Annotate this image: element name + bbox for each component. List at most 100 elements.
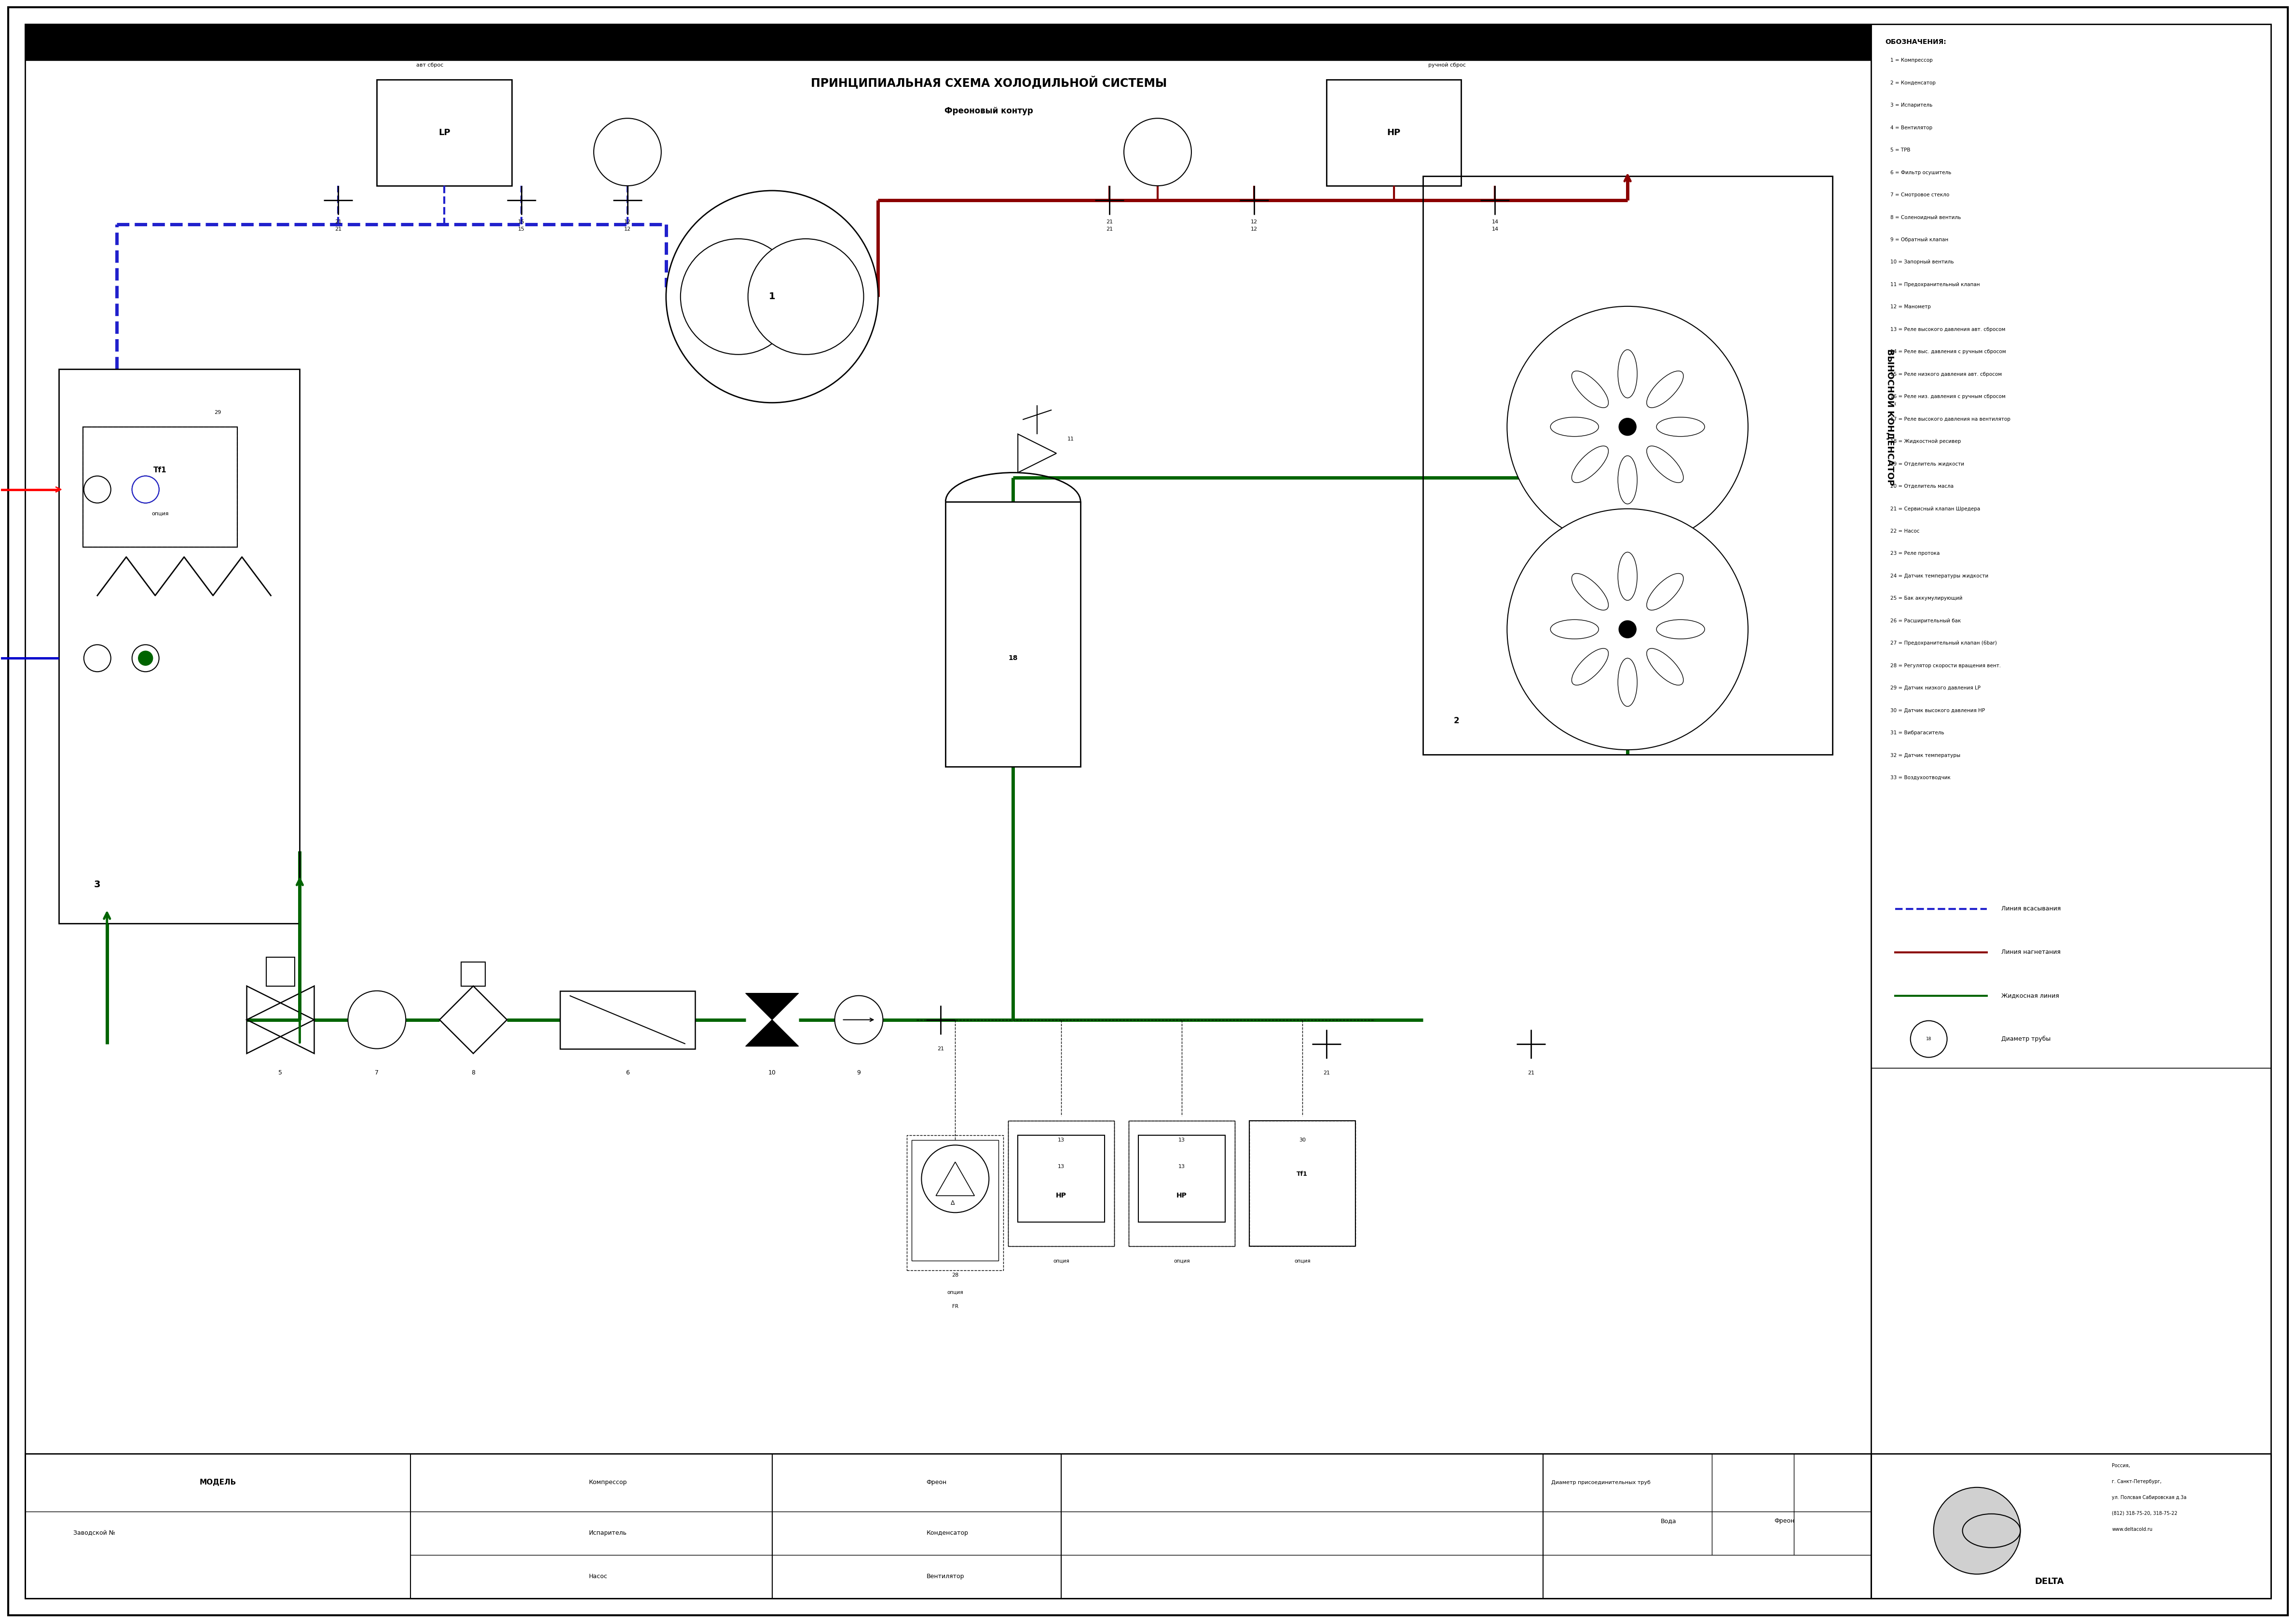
Polygon shape [746, 993, 799, 1019]
Text: опция: опция [948, 1290, 964, 1295]
Text: 21: 21 [335, 227, 342, 232]
Text: Жидкосная линия: Жидкосная линия [2002, 993, 2060, 998]
Text: 13: 13 [1178, 1164, 1185, 1169]
Text: Насос: Насос [590, 1573, 608, 1579]
Text: 14 = Реле выс. давления с ручным сбросом: 14 = Реле выс. давления с ручным сбросом [1890, 349, 2007, 354]
Circle shape [921, 1146, 990, 1212]
Text: Диаметр присоединительных труб: Диаметр присоединительных труб [1552, 1480, 1651, 1485]
Text: 21 = Сервисный клапан Шредера: 21 = Сервисный клапан Шредера [1890, 506, 1979, 511]
Circle shape [349, 990, 406, 1048]
Bar [1008, 1121, 1114, 1246]
Circle shape [85, 644, 110, 672]
Text: 21: 21 [1322, 1070, 1329, 1074]
Bar [907, 1136, 1003, 1271]
Text: 9: 9 [856, 1070, 861, 1076]
Text: FR: FR [953, 1305, 957, 1310]
Text: Компрессор: Компрессор [590, 1480, 627, 1485]
Text: Фреон: Фреон [1775, 1518, 1795, 1524]
Text: 28 = Регулятор скорости вращения вент.: 28 = Регулятор скорости вращения вент. [1890, 664, 2000, 669]
Text: 20 = Отделитель масла: 20 = Отделитель масла [1890, 484, 1954, 489]
Text: HP: HP [1387, 128, 1401, 136]
Bar [946, 502, 1081, 766]
Text: 21: 21 [335, 219, 342, 224]
Text: Δ: Δ [951, 1199, 955, 1206]
Bar [266, 958, 294, 987]
Text: 30 = Датчик высокого давления HP: 30 = Датчик высокого давления HP [1890, 708, 1984, 712]
Text: 13 = Реле высокого давления авт. сбросом: 13 = Реле высокого давления авт. сбросом [1890, 326, 2004, 331]
Text: 10: 10 [769, 1070, 776, 1076]
Text: опция: опция [1295, 1258, 1311, 1263]
Text: 18: 18 [1926, 1037, 1931, 1042]
Circle shape [1125, 118, 1192, 185]
Text: 2 = Конденсатор: 2 = Конденсатор [1890, 81, 1936, 86]
Text: Заводской №: Заводской № [73, 1530, 115, 1537]
Circle shape [666, 190, 877, 403]
Text: 10 = Запорный вентиль: 10 = Запорный вентиль [1890, 260, 1954, 265]
Circle shape [836, 995, 884, 1044]
Text: 12: 12 [1251, 227, 1258, 232]
Text: 14: 14 [1492, 219, 1499, 224]
Text: опция: опция [1173, 1258, 1189, 1263]
Text: Испаритель: Испаритель [590, 1530, 627, 1537]
Text: 29 = Датчик низкого давления LP: 29 = Датчик низкого давления LP [1890, 685, 1981, 690]
Text: Линия всасывания: Линия всасывания [2002, 906, 2060, 912]
Bar [1130, 1121, 1235, 1246]
Circle shape [1619, 419, 1637, 435]
Text: 6: 6 [625, 1070, 629, 1076]
Text: 1 = Компрессор: 1 = Компрессор [1890, 58, 1933, 63]
Text: 5: 5 [278, 1070, 282, 1076]
Text: 6 = Фильтр осушитель: 6 = Фильтр осушитель [1890, 170, 1952, 175]
Text: Конденсатор: Конденсатор [925, 1530, 969, 1537]
Text: www.deltacold.ru: www.deltacold.ru [2112, 1527, 2154, 1532]
Bar [1327, 80, 1460, 185]
Bar [25, 24, 1871, 60]
Text: Диаметр трубы: Диаметр трубы [2002, 1035, 2050, 1042]
Text: МОДЕЛЬ: МОДЕЛЬ [200, 1479, 236, 1487]
Text: 24 = Датчик температуры жидкости: 24 = Датчик температуры жидкости [1890, 573, 1988, 578]
Text: 28: 28 [953, 1272, 960, 1277]
Text: 15: 15 [519, 219, 526, 224]
Text: 33 = Воздухоотводчик: 33 = Воздухоотводчик [1890, 776, 1949, 781]
Text: Фреоновый контур: Фреоновый контур [944, 107, 1033, 115]
Text: 32 = Датчик температуры: 32 = Датчик температуры [1890, 753, 1961, 758]
Bar [560, 990, 696, 1048]
Text: Тf1: Тf1 [1297, 1170, 1309, 1177]
Text: 19 = Отделитель жидкости: 19 = Отделитель жидкости [1890, 461, 1963, 466]
Text: 3 = Испаритель: 3 = Испаритель [1890, 102, 1933, 107]
Text: 4 = Вентилятор: 4 = Вентилятор [1890, 125, 1933, 130]
Text: 14: 14 [1492, 227, 1499, 232]
Text: 30: 30 [1300, 1138, 1306, 1143]
Bar [1424, 177, 1832, 755]
Text: ручной сброс: ручной сброс [1428, 63, 1465, 68]
Circle shape [138, 651, 154, 665]
Text: Вода: Вода [1660, 1518, 1676, 1524]
Text: HP: HP [1176, 1193, 1187, 1199]
Circle shape [595, 118, 661, 185]
Text: 13: 13 [1058, 1164, 1065, 1169]
Text: 25 = Бак аккумулирующий: 25 = Бак аккумулирующий [1890, 596, 1963, 601]
Text: 9 = Обратный клапан: 9 = Обратный клапан [1890, 237, 1949, 242]
Text: 27 = Предохранительный клапан (6bar): 27 = Предохранительный клапан (6bar) [1890, 641, 1998, 646]
Text: 23 = Реле протока: 23 = Реле протока [1890, 552, 1940, 557]
Text: 12: 12 [1251, 219, 1258, 224]
Text: опция: опция [1054, 1258, 1070, 1263]
Text: ВЫНОСНОЙ КОНДЕНСАТОР: ВЫНОСНОЙ КОНДЕНСАТОР [1885, 349, 1894, 485]
Text: авт сброс: авт сброс [416, 63, 443, 68]
Text: 3: 3 [94, 880, 101, 889]
Bar [377, 80, 512, 185]
Text: 17 = Реле высокого давления на вентилятор: 17 = Реле высокого давления на вентилято… [1890, 417, 2011, 422]
Circle shape [1619, 620, 1637, 638]
Text: 16 = Реле низ. давления с ручным сбросом: 16 = Реле низ. давления с ручным сбросом [1890, 394, 2004, 399]
Text: 21: 21 [1107, 219, 1114, 224]
Bar [1871, 1454, 2271, 1599]
Circle shape [748, 239, 863, 354]
Circle shape [680, 239, 797, 354]
Text: 18: 18 [1008, 654, 1017, 662]
Text: HP: HP [1056, 1193, 1068, 1199]
Text: 11: 11 [1068, 437, 1075, 441]
Bar [912, 1141, 999, 1261]
Text: 8 = Соленоидный вентиль: 8 = Соленоидный вентиль [1890, 214, 1961, 219]
Text: 7: 7 [374, 1070, 379, 1076]
Bar [1130, 1121, 1235, 1246]
Bar [83, 427, 236, 547]
